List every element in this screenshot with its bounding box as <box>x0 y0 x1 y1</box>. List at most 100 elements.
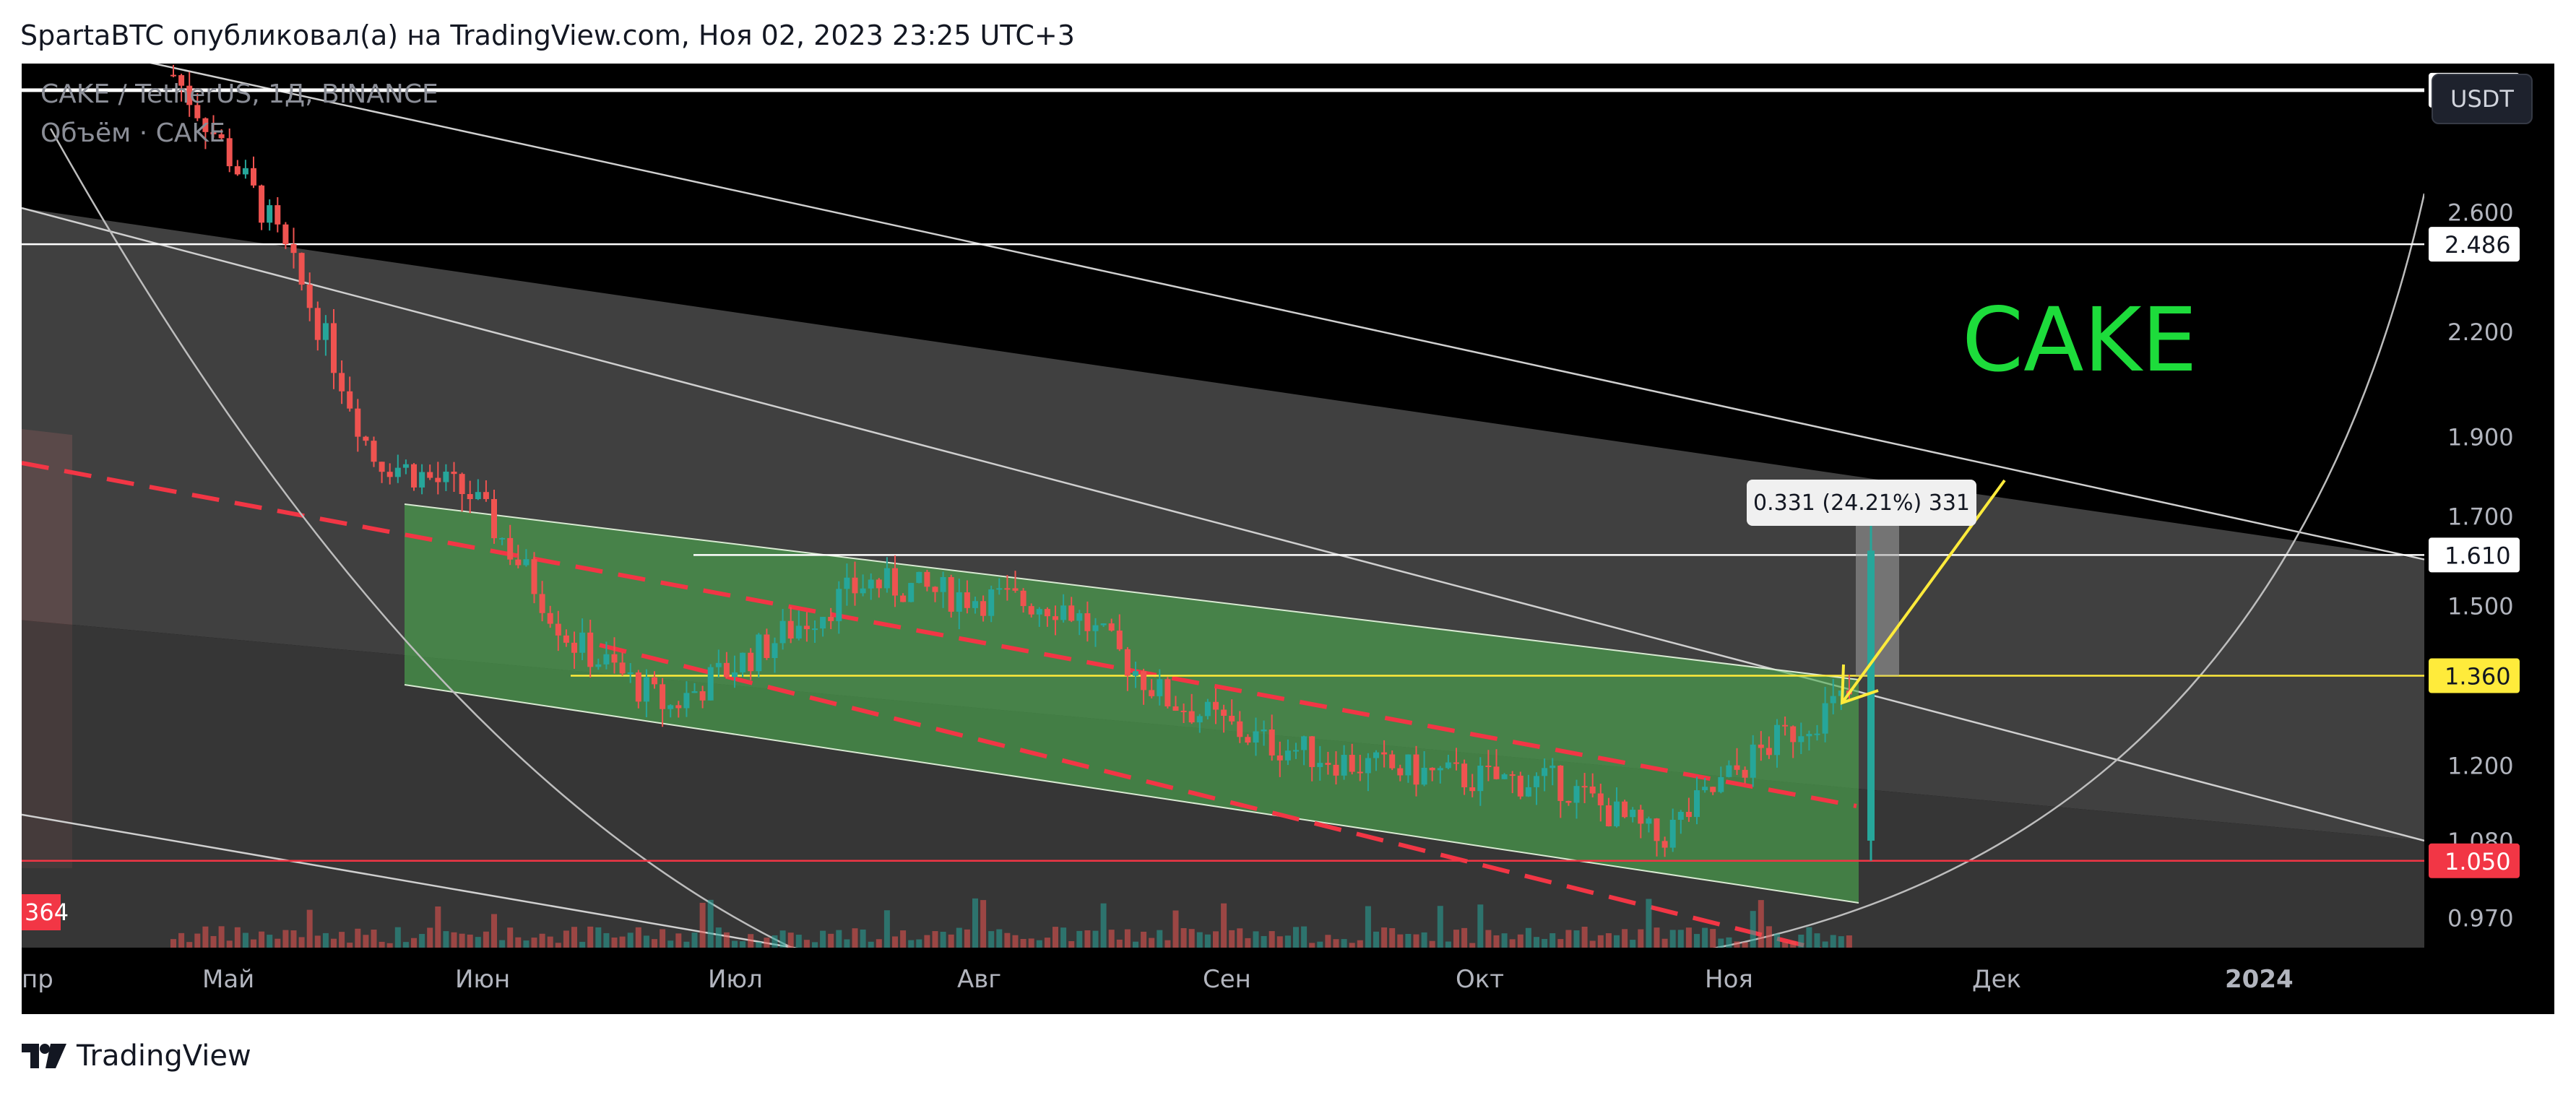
candle-body <box>1413 754 1419 785</box>
candle-body <box>1661 841 1668 848</box>
volume-bar <box>1710 929 1716 948</box>
volume-bar <box>1782 942 1789 948</box>
volume-bar <box>860 929 866 948</box>
candle-body <box>932 587 938 592</box>
candle-body <box>1677 811 1684 820</box>
candle-body <box>1702 787 1708 791</box>
price-axis[interactable]: 0.970 1.080 1.200 1.500 1.700 1.900 2.200 2.600… <box>2424 64 2554 1014</box>
volume-bar <box>771 935 778 948</box>
channel-mid-line <box>22 207 2424 842</box>
candle-body <box>1525 787 1531 797</box>
candle-body <box>1630 810 1636 818</box>
volume-bar <box>1798 935 1805 948</box>
volume-bar <box>194 933 201 948</box>
chart-canvas[interactable]: 364 <box>22 64 2424 948</box>
candle-body <box>1622 801 1628 818</box>
symbol-legend[interactable]: CAKE / TetherUS, 1Д, BINANCE <box>40 79 438 109</box>
candle-body <box>1397 768 1404 776</box>
volume-bar <box>1004 932 1011 948</box>
volume-bar <box>643 935 649 948</box>
volume-bar <box>1485 930 1492 948</box>
currency-button[interactable]: USDT <box>2432 74 2533 124</box>
candle-body <box>178 75 185 86</box>
candle-body <box>443 472 449 482</box>
candle-body <box>667 705 674 709</box>
time-tick-label: Окт <box>1456 965 1504 994</box>
candle-body <box>371 441 377 462</box>
candle-body <box>868 579 874 589</box>
time-axis[interactable]: пр Май Июн Июл Авг Сен Окт Ноя Дек 2024 <box>22 948 2424 1014</box>
time-axis-canvas[interactable]: пр Май Июн Июл Авг Сен Окт Ноя Дек 2024 <box>22 948 2424 1014</box>
candle-body <box>507 537 514 560</box>
candle-body <box>1253 731 1259 743</box>
candle-body <box>314 308 321 340</box>
volume-bar <box>170 939 176 948</box>
volume-bar <box>868 941 874 948</box>
volume-bar <box>186 942 193 948</box>
volume-bar <box>1534 937 1539 948</box>
candle-body <box>1141 671 1147 691</box>
candle-body <box>451 472 457 475</box>
measure-label[interactable]: 0.331 (24.21%) 331 <box>1747 480 1976 526</box>
volume-bar <box>1229 930 1235 948</box>
green-channel-top <box>404 503 1859 680</box>
candle-body <box>940 576 946 592</box>
measure-range-box <box>1856 516 1899 676</box>
candle-body <box>619 662 626 674</box>
candle-body <box>579 632 586 653</box>
volume-bar <box>1437 906 1443 948</box>
volume-bar <box>1261 935 1267 948</box>
footer-brand: TradingView <box>77 1039 251 1073</box>
cake-title-annotation[interactable]: CAKE <box>1962 289 2197 391</box>
candle-body <box>635 672 641 702</box>
candle-body <box>1092 625 1099 631</box>
candle-body <box>1565 800 1572 803</box>
volume-bar <box>892 936 898 948</box>
candle-body <box>1133 671 1138 676</box>
candle-body <box>1638 810 1644 824</box>
volume-bar <box>459 933 465 948</box>
volume-bar <box>339 932 345 948</box>
volume-bar <box>1141 931 1147 948</box>
candle-body <box>1349 755 1355 772</box>
volume-bar <box>394 927 401 948</box>
volume-bar <box>1806 927 1812 948</box>
red-lower-dashed <box>599 643 1823 948</box>
volume-bar <box>1694 934 1700 948</box>
volume-bar <box>515 937 522 948</box>
volume-bar <box>699 902 706 948</box>
candle-body <box>1814 733 1820 735</box>
volume-legend[interactable]: Объём · CAKE <box>40 118 225 148</box>
volume-bar <box>820 930 826 948</box>
volume-bar <box>740 941 746 948</box>
volume-bar <box>1742 942 1748 948</box>
candle-body <box>1293 750 1299 752</box>
volume-bar <box>732 940 738 948</box>
candle-body <box>1557 765 1564 801</box>
volume-bar <box>314 935 321 948</box>
candle-body <box>322 323 329 340</box>
candle-body <box>820 617 826 629</box>
volume-bar <box>1581 927 1588 948</box>
chart-container[interactable]: 364 CAKE / TetherUS, 1Д, BINANCE Объём ·… <box>22 64 2554 1014</box>
volume-bar <box>1084 930 1091 948</box>
price-axis-canvas[interactable]: 0.9701.0801.2001.5001.7001.9002.2002.600… <box>2424 64 2554 1014</box>
volume-bar <box>1116 939 1123 948</box>
candle-body <box>756 634 762 672</box>
candle-body <box>1742 769 1748 778</box>
candle-body <box>1268 730 1275 756</box>
volume-bar <box>1180 928 1187 948</box>
volume-bar <box>1734 941 1740 948</box>
candle-body <box>732 672 738 678</box>
candle-body <box>1605 805 1612 826</box>
candle-body <box>1405 754 1412 776</box>
candle-body <box>427 472 433 478</box>
volume-bar <box>1605 933 1612 948</box>
volume-bar <box>1068 941 1075 948</box>
volume-bar <box>531 938 537 948</box>
candle-body <box>259 185 265 223</box>
volume-bar <box>1565 930 1572 948</box>
volume-bar <box>675 933 682 948</box>
candle-body <box>1149 690 1155 696</box>
chart-plot-area[interactable]: 364 CAKE / TetherUS, 1Д, BINANCE Объём ·… <box>22 64 2424 948</box>
